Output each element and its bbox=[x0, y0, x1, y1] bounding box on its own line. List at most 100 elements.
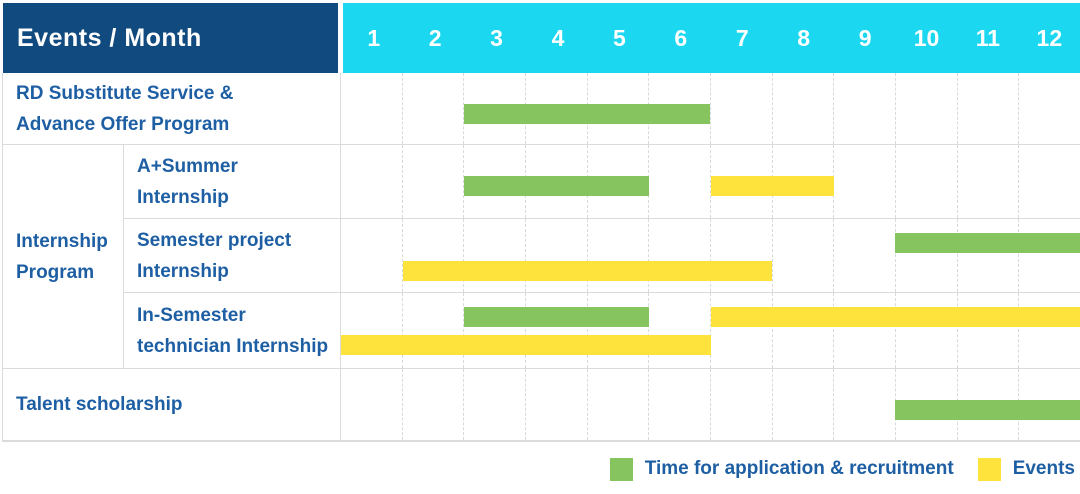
month-cell-3 bbox=[463, 293, 525, 368]
label-line: Talent scholarship bbox=[16, 394, 183, 415]
sub-row-label-in-semester-technician-internship: In-Semester technician Internship bbox=[124, 293, 341, 368]
month-cell-4 bbox=[525, 219, 587, 292]
month-cell-12 bbox=[1018, 219, 1080, 292]
bar-green-m10-m12 bbox=[895, 400, 1080, 420]
label-line: Internship bbox=[16, 230, 108, 252]
table-header-title: Events / Month bbox=[3, 3, 338, 73]
row-talent-scholarship: Talent scholarship bbox=[3, 369, 1080, 441]
label-line: Internship bbox=[137, 186, 229, 208]
month-cell-11 bbox=[956, 145, 1019, 218]
month-cell-4 bbox=[525, 293, 587, 368]
month-cell-9 bbox=[833, 219, 895, 292]
chart-cell bbox=[341, 293, 1080, 368]
month-cell-10 bbox=[895, 293, 957, 368]
chart-cell bbox=[341, 369, 1080, 440]
legend-label: Events bbox=[1012, 458, 1075, 479]
month-cell-4 bbox=[525, 369, 587, 440]
sub-row-semester-project-internship: Semester project Internship bbox=[124, 219, 1080, 293]
month-cell-2 bbox=[401, 219, 464, 292]
sub-row-label-a-plus-summer-internship: A+Summer Internship bbox=[124, 145, 341, 218]
month-cell-3 bbox=[463, 219, 525, 292]
month-cell-3 bbox=[463, 73, 525, 144]
month-cell-1 bbox=[341, 219, 402, 292]
legend-label: Time for application & recruitment bbox=[644, 458, 954, 479]
month-cell-11 bbox=[956, 293, 1019, 368]
bar-yellow-m1-m6 bbox=[341, 335, 711, 355]
legend-item-events: Events bbox=[977, 457, 1075, 481]
month-cell-10 bbox=[895, 219, 957, 292]
label-line: Semester project bbox=[137, 229, 292, 251]
bar-green-m10-m12 bbox=[895, 233, 1080, 253]
bar-green-m3-m6 bbox=[464, 104, 711, 124]
month-header-9: 9 bbox=[858, 24, 872, 51]
table-body: RD Substitute Service & Advance Offer Pro… bbox=[2, 73, 1080, 442]
month-cell-12 bbox=[1018, 145, 1080, 218]
group-label-internship-program: Internship Program bbox=[3, 145, 124, 368]
group-internship-program: Internship Program A+Summer Internship Semes… bbox=[3, 145, 1080, 369]
month-header-7: 7 bbox=[735, 24, 749, 51]
month-cell-6 bbox=[648, 369, 710, 440]
month-cell-2 bbox=[401, 73, 464, 144]
label-line: Program bbox=[16, 261, 95, 283]
group-rows: A+Summer Internship Semester project Intern… bbox=[124, 145, 1080, 368]
month-cell-5 bbox=[586, 219, 649, 292]
month-header-10: 10 bbox=[913, 24, 940, 51]
month-cell-8 bbox=[771, 369, 834, 440]
month-cell-3 bbox=[463, 369, 525, 440]
month-cell-1 bbox=[341, 145, 402, 218]
bar-yellow-m7-m8 bbox=[710, 176, 834, 196]
month-cell-7 bbox=[710, 293, 772, 368]
month-header-1: 1 bbox=[367, 24, 381, 51]
month-cell-11 bbox=[956, 73, 1019, 144]
month-header-5: 5 bbox=[613, 24, 626, 51]
label-line: Internship bbox=[137, 260, 229, 282]
month-header-2: 2 bbox=[428, 24, 442, 51]
row-rd-substitute-service-advance-offer-program: RD Substitute Service & Advance Offer Pro… bbox=[3, 73, 1080, 145]
month-cell-1 bbox=[341, 369, 402, 440]
month-cell-5 bbox=[586, 369, 649, 440]
month-header-6: 6 bbox=[674, 24, 688, 51]
month-cell-7 bbox=[710, 369, 772, 440]
month-cell-6 bbox=[648, 293, 710, 368]
label-line: Advance Offer Program bbox=[16, 113, 230, 135]
month-cell-2 bbox=[401, 369, 464, 440]
chart-cell bbox=[341, 145, 1080, 218]
month-header-12: 12 bbox=[1036, 24, 1063, 51]
month-header-row: 1 2 3 4 5 6 7 8 9 10 11 12 bbox=[343, 3, 1080, 73]
month-cell-12 bbox=[1018, 293, 1080, 368]
month-cell-8 bbox=[771, 219, 834, 292]
month-header-4: 4 bbox=[551, 24, 565, 51]
month-cell-12 bbox=[1018, 73, 1080, 144]
month-cell-9 bbox=[833, 293, 895, 368]
month-header-11: 11 bbox=[975, 24, 1001, 51]
month-cell-1 bbox=[341, 73, 402, 144]
label-line: technician Internship bbox=[137, 335, 329, 357]
month-cell-9 bbox=[833, 73, 895, 144]
month-cell-8 bbox=[771, 293, 834, 368]
legend-item-application-recruitment: Time for application & recruitment bbox=[609, 457, 954, 481]
month-cell-10 bbox=[895, 145, 957, 218]
month-cell-9 bbox=[833, 369, 895, 440]
label-line: In-Semester bbox=[137, 304, 246, 326]
month-cell-2 bbox=[401, 293, 464, 368]
month-cell-1 bbox=[341, 293, 402, 368]
legend: Time for application & recruitment Event… bbox=[0, 442, 1080, 494]
sub-row-label-semester-project-internship: Semester project Internship bbox=[124, 219, 341, 292]
month-cell-7 bbox=[710, 73, 772, 144]
yellow-swatch-icon bbox=[977, 457, 1001, 481]
table-header-row: Events / Month 1 2 3 4 5 6 7 8 9 10 11 12 bbox=[0, 3, 1080, 73]
green-swatch-icon bbox=[609, 457, 633, 481]
month-cell-6 bbox=[648, 145, 710, 218]
month-cell-5 bbox=[586, 293, 649, 368]
row-label-talent-scholarship: Talent scholarship bbox=[3, 369, 341, 440]
month-cell-10 bbox=[895, 73, 957, 144]
month-cell-8 bbox=[771, 73, 834, 144]
label-line: RD Substitute Service & bbox=[16, 82, 234, 104]
sub-row-in-semester-technician-internship: In-Semester technician Internship bbox=[124, 293, 1080, 368]
bar-yellow-m2-m7 bbox=[402, 261, 773, 281]
month-cell-2 bbox=[401, 145, 464, 218]
sub-row-a-plus-summer-internship: A+Summer Internship bbox=[124, 145, 1080, 219]
month-header-8: 8 bbox=[797, 24, 811, 51]
bar-green-m3-m5 bbox=[464, 176, 649, 196]
